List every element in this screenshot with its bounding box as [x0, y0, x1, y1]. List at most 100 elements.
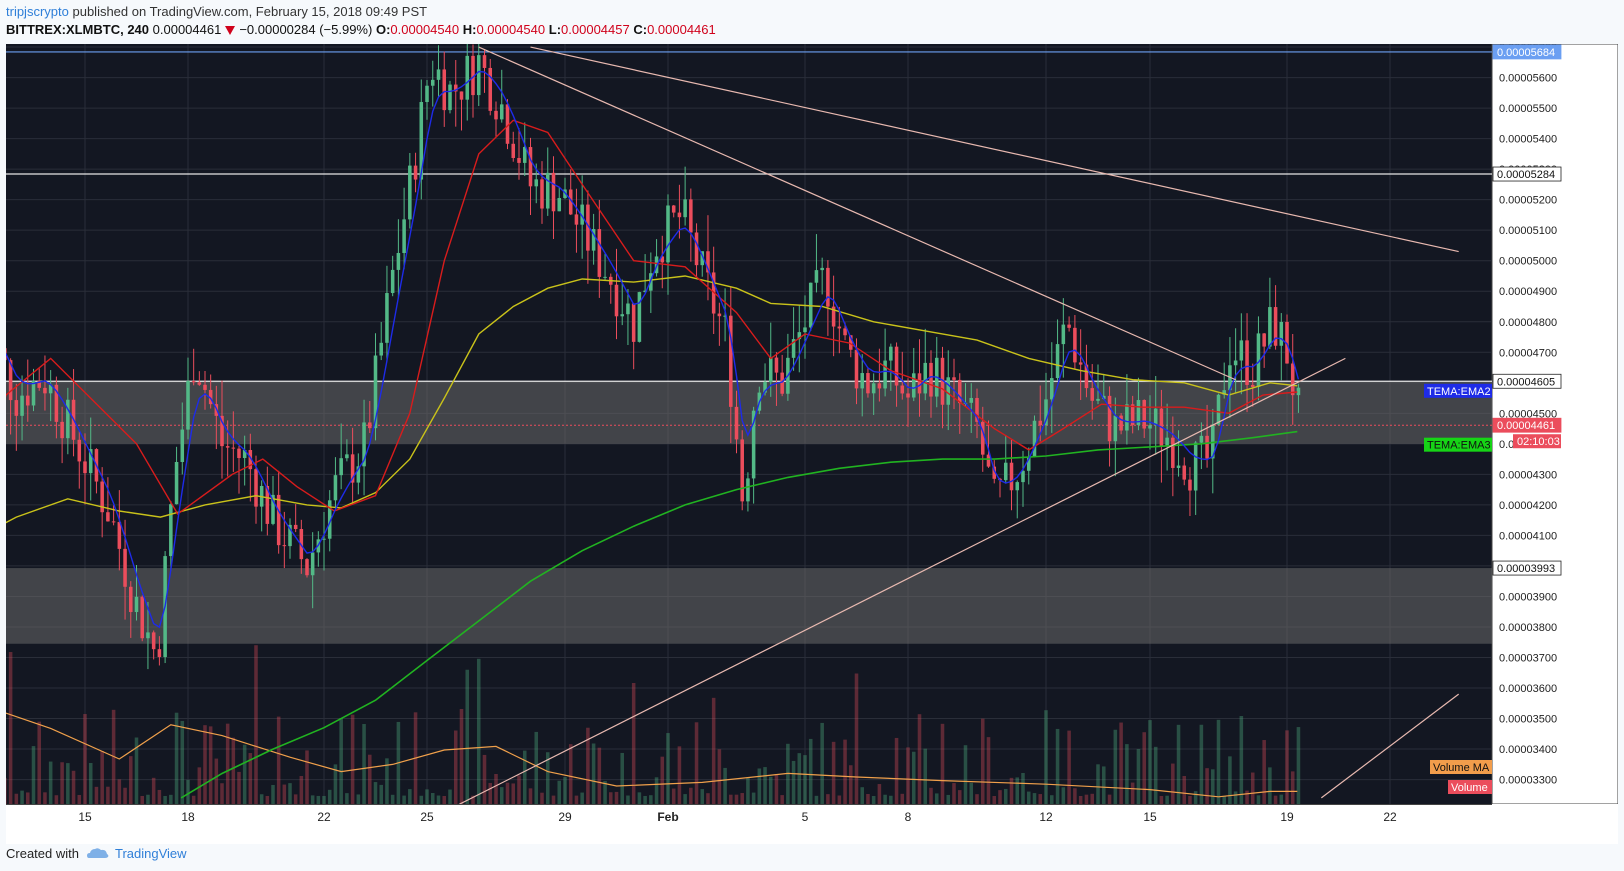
candle-body: [1061, 324, 1066, 345]
candle-body: [100, 481, 104, 513]
volume-bar: [117, 779, 122, 804]
volume-bar: [1250, 772, 1255, 804]
volume-bar: [299, 775, 304, 804]
open-value: 0.00004540: [390, 22, 460, 37]
candle-body: [1245, 340, 1249, 385]
volume-bar: [1296, 727, 1301, 804]
volume-bar: [511, 783, 516, 804]
candle-body: [408, 165, 412, 220]
candle-body: [1026, 456, 1031, 471]
candle-body: [1148, 425, 1152, 429]
candle-body: [843, 328, 847, 336]
candle-body: [1050, 378, 1054, 400]
candle-body: [368, 422, 372, 429]
volume-bar: [231, 737, 236, 804]
candle-body: [660, 256, 665, 263]
candle-body: [151, 632, 156, 650]
candle-body: [717, 313, 722, 317]
candle-body: [517, 157, 521, 163]
candle-body: [276, 494, 281, 546]
y-tick-label: 0.00005500: [1499, 103, 1557, 115]
volume-bar: [849, 765, 853, 804]
author-link[interactable]: tripjscrypto: [6, 4, 69, 19]
candle-body: [797, 332, 802, 340]
volume-bar: [1262, 740, 1266, 804]
x-tick-label: 12: [1039, 810, 1053, 824]
volume-bar: [1171, 763, 1175, 804]
volume-bar: [242, 744, 247, 804]
candle-body: [780, 372, 784, 394]
volume-bar: [746, 777, 750, 804]
price-label-text: 0.00004605: [1497, 376, 1555, 388]
candle-body: [774, 357, 779, 373]
candle-body: [379, 342, 383, 356]
volume-bar: [1153, 746, 1158, 804]
volume-bar: [88, 763, 93, 804]
candle-body: [683, 199, 687, 218]
candle-body: [1296, 387, 1301, 396]
candle-body: [117, 522, 122, 549]
volume-bar: [494, 773, 498, 804]
volume-bar: [626, 795, 630, 804]
volume-bar: [1009, 777, 1014, 804]
volume-bar: [140, 795, 144, 804]
candle-body: [631, 303, 636, 342]
volume-bar: [1125, 744, 1129, 804]
candle-body: [288, 524, 292, 547]
candle-body: [1290, 363, 1295, 396]
volume-bar: [1061, 787, 1066, 804]
candle-body: [1199, 435, 1204, 443]
volume-bar: [923, 748, 928, 804]
volume-bar: [390, 794, 395, 804]
candle-body: [157, 649, 162, 658]
x-tick-label: 15: [78, 810, 92, 824]
candle-body: [1113, 415, 1118, 442]
price-label-text: 0.00003993: [1497, 563, 1555, 575]
volume-bar: [734, 794, 739, 804]
volume-bar: [322, 795, 326, 804]
candle-body: [208, 389, 213, 405]
volume-bar: [1090, 793, 1094, 804]
candle-body: [883, 360, 887, 389]
volume-bar: [957, 790, 962, 804]
candle-body: [134, 596, 139, 613]
volume-bar: [1038, 794, 1043, 804]
candle-body: [471, 55, 475, 96]
volume-bar: [48, 761, 53, 804]
candle-body: [83, 461, 87, 474]
candle-body: [751, 410, 756, 479]
y-tick-label: 0.00004900: [1499, 286, 1557, 298]
volume-bar: [654, 777, 659, 804]
candle-body: [419, 102, 424, 180]
candle-body: [871, 383, 876, 394]
candle-body: [746, 478, 750, 502]
volume-bar: [1021, 772, 1025, 804]
volume-bar: [282, 784, 287, 804]
volume-bar: [100, 750, 104, 804]
ema-fast-blue-line: [6, 70, 1300, 629]
volume-bar: [54, 795, 59, 804]
candle-body: [402, 219, 406, 254]
candle-body: [1055, 344, 1060, 379]
price-chart[interactable]: 0.00003300 0.00003400 0.00003500 0.00003600…: [6, 44, 1618, 844]
candle-body: [339, 458, 343, 476]
volume-bar: [740, 793, 744, 804]
volume-bar: [402, 795, 406, 804]
candle-body: [436, 69, 441, 80]
volume-bar: [998, 790, 1002, 804]
ema2-tag-box: [1424, 383, 1492, 398]
volume-bar: [1239, 715, 1244, 804]
volume-bar: [385, 758, 389, 804]
volume-bar: [831, 741, 836, 804]
volume-bar: [71, 770, 76, 804]
volume-bar: [180, 720, 185, 804]
candle-body: [952, 377, 956, 380]
candle-body: [929, 362, 933, 397]
tradingview-brand[interactable]: TradingView: [114, 846, 187, 861]
candle-body: [528, 147, 533, 187]
volume-bar: [276, 716, 281, 804]
open-label: O:: [375, 22, 391, 37]
candle-body: [225, 446, 230, 448]
candle-body: [643, 290, 647, 293]
volume-bar: [940, 723, 945, 804]
